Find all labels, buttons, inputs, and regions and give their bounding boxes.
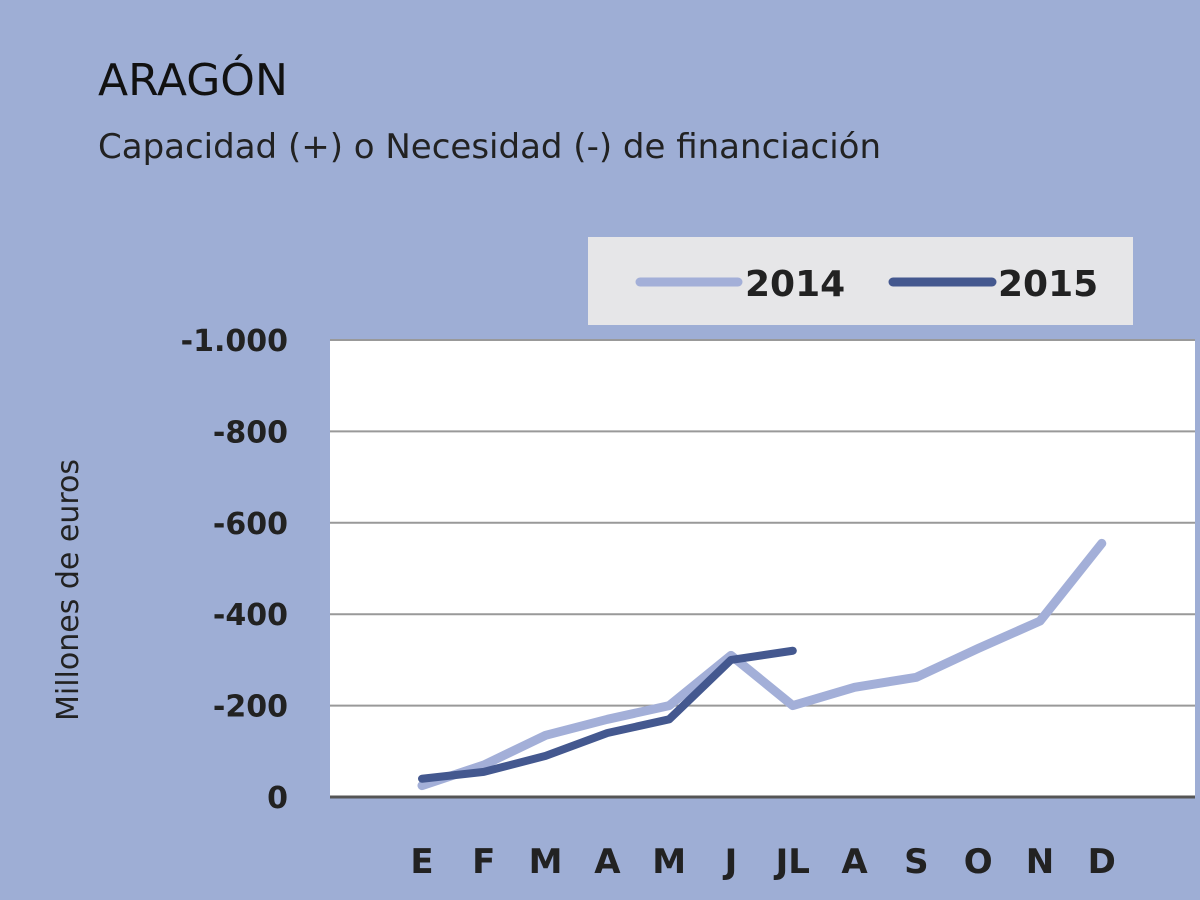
x-tick-label: M	[652, 842, 686, 882]
x-tick-label: N	[1026, 842, 1054, 882]
x-tick-label: S	[904, 842, 929, 882]
y-tick-label: -600	[213, 507, 288, 542]
chart-subtitle: Capacidad (+) o Necesidad (-) de financi…	[98, 127, 881, 167]
plot-area	[330, 340, 1195, 797]
x-tick-label: A	[841, 842, 868, 882]
y-tick-label: -200	[213, 690, 288, 725]
x-tick-label: D	[1088, 842, 1116, 882]
x-tick-label: O	[964, 842, 993, 882]
legend-label-2015: 2015	[998, 264, 1098, 305]
y-tick-label: 0	[267, 781, 288, 816]
x-tick-label: M	[529, 842, 563, 882]
x-tick-label: E	[410, 842, 433, 882]
chart-title: ARAGÓN	[98, 53, 288, 106]
y-tick-label: -400	[213, 598, 288, 633]
x-tick-label: F	[472, 842, 495, 882]
legend-label-2014: 2014	[745, 264, 845, 305]
series-line-2014	[417, 538, 1107, 791]
y-tick-label: -1.000	[181, 324, 288, 359]
x-tick-label: A	[594, 842, 621, 882]
y-tick-label: -800	[213, 415, 288, 450]
y-axis-label: Millones de euros	[51, 459, 86, 721]
x-tick-label: JL	[774, 842, 810, 882]
x-tick-label: J	[723, 842, 738, 882]
